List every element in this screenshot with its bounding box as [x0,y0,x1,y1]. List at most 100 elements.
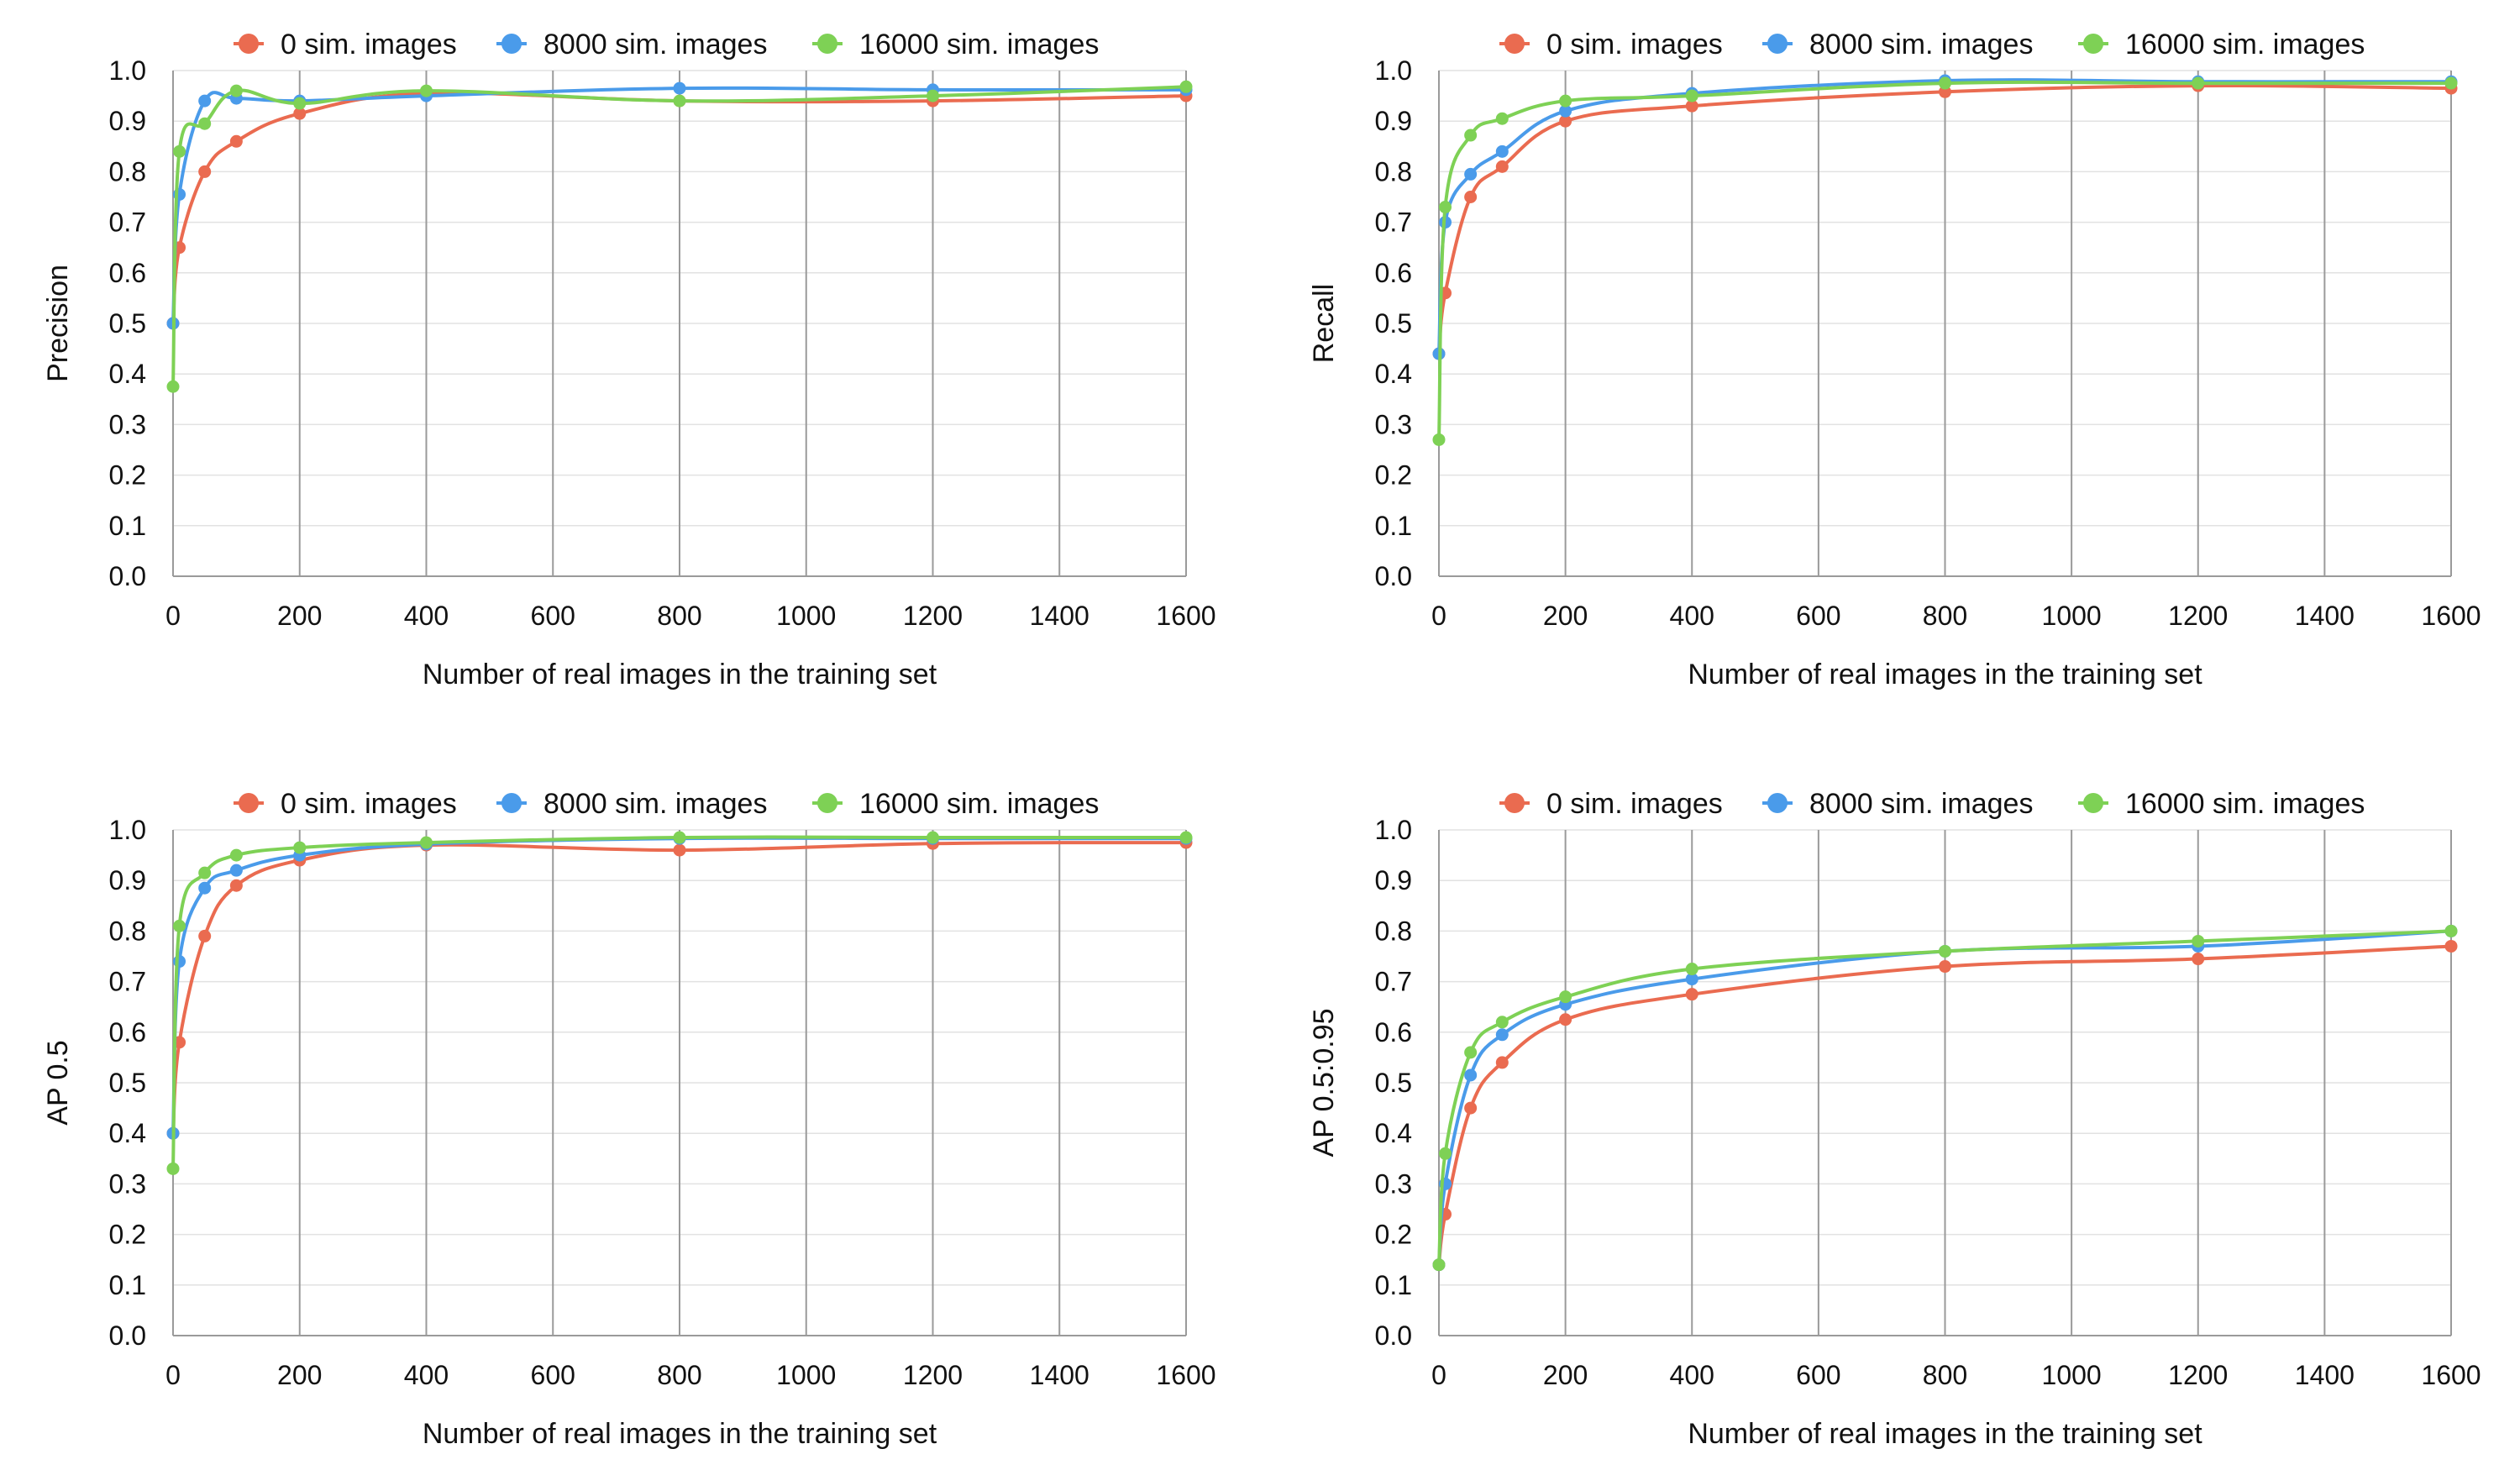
x-tick-label: 1200 [2168,1360,2228,1390]
data-point [173,919,186,932]
legend-label: 8000 sim. images [543,29,767,60]
data-point [229,848,243,862]
data-point [1559,94,1572,108]
legend-marker [501,34,522,54]
x-tick-label: 1600 [2421,1360,2481,1390]
y-tick-label: 0.0 [1375,561,1412,591]
legend-label: 0 sim. images [281,788,457,820]
x-tick-label: 800 [657,601,701,631]
data-point [1939,944,1951,958]
series-line [171,85,1188,389]
x-tick-label: 800 [1923,1360,1967,1390]
y-tick-label: 0.9 [1375,865,1412,895]
data-point [1495,112,1509,125]
x-tick-label: 1400 [1030,601,1089,631]
y-tick-label: 0.3 [1375,409,1412,439]
x-tick-label: 600 [1796,1360,1840,1390]
y-tick-label: 0.2 [1375,1220,1412,1250]
series-3 [166,831,1193,1175]
legend-item: 16000 sim. images [2078,29,2365,60]
data-point [1439,1147,1452,1160]
legend-item: 0 sim. images [1499,29,1723,60]
data-point [1685,988,1698,1001]
data-point [198,117,212,130]
x-tick-label: 800 [1923,601,1967,631]
legend-label: 16000 sim. images [2125,788,2365,820]
x-tick-label: 0 [1431,601,1446,631]
data-point [2192,953,2205,966]
y-axis-title: AP 0.5 [42,1040,74,1125]
y-tick-label: 0.8 [109,156,146,186]
data-point [229,864,243,877]
data-point [293,841,307,854]
y-tick-label: 0.1 [1375,1270,1412,1300]
data-point [1685,89,1698,102]
data-point [1495,1028,1509,1042]
legend-label: 16000 sim. images [859,29,1099,60]
y-tick-label: 0.7 [109,967,146,997]
y-tick-label: 0.5 [109,308,146,339]
chart-panel-4: 0.0 0.1 0.2 0.3 0.4 0.5 0.6 0.7 0.8 0.9 1.0 0 200 400… [1308,788,2481,1450]
legend-label: 0 sim. images [281,29,457,60]
data-point [2444,939,2458,953]
data-point [1464,129,1478,142]
x-tick-label: 1600 [1156,1360,1215,1390]
x-tick-label: 1400 [2295,1360,2355,1390]
data-point [1439,201,1452,214]
legend-label: 8000 sim. images [1809,788,2033,820]
y-tick-label: 0.7 [1375,967,1412,997]
y-axis-title: AP 0.5:0.95 [1308,1008,1340,1157]
y-tick-label: 0.6 [109,258,146,288]
data-point [1464,1068,1478,1082]
y-tick-label: 0.6 [1375,1017,1412,1047]
data-point [2192,76,2205,90]
y-axis-title: Precision [42,265,74,382]
x-axis-title: Number of real images in the training se… [1688,1418,2202,1450]
x-tick-label: 0 [165,1360,181,1390]
legend-marker [2083,34,2103,54]
data-point [673,843,686,857]
data-point [1464,1046,1478,1059]
legend-marker [239,34,259,54]
data-point [1685,963,1698,976]
data-point [1464,1101,1478,1115]
legend-label: 8000 sim. images [1809,29,2033,60]
legend-marker [1504,34,1525,54]
data-point [166,1162,180,1175]
data-point [173,955,186,969]
x-tick-label: 1200 [2168,601,2228,631]
data-point [420,836,433,849]
legend-marker [239,793,259,813]
x-tick-label: 600 [531,601,575,631]
y-tick-label: 0.0 [1375,1320,1412,1351]
data-point [1559,104,1572,118]
legend-item: 0 sim. images [234,788,457,820]
data-point [1495,1056,1509,1069]
data-point [1432,433,1446,446]
x-tick-label: 200 [277,601,322,631]
y-tick-label: 0.8 [109,916,146,946]
data-point [1685,99,1698,113]
data-point [927,831,939,844]
data-point [1559,990,1572,1004]
data-point [198,881,212,895]
x-tick-label: 400 [1670,601,1714,631]
y-tick-label: 0.3 [109,409,146,439]
legend-item: 0 sim. images [234,29,457,60]
data-point [2444,76,2458,90]
x-tick-label: 1400 [1030,1360,1089,1390]
legend-item: 8000 sim. images [1762,29,2033,60]
legend-label: 16000 sim. images [859,788,1099,820]
y-tick-label: 0.8 [1375,156,1412,186]
x-axis-title: Number of real images in the training se… [423,659,937,690]
data-point [198,929,212,942]
y-tick-label: 0.1 [109,1270,146,1300]
data-point [1939,960,1951,974]
data-point [229,84,243,97]
legend-item: 8000 sim. images [496,788,767,820]
x-tick-label: 1000 [2042,601,2102,631]
data-point [673,831,686,844]
y-tick-label: 0.5 [1375,308,1412,339]
x-tick-label: 400 [1670,1360,1714,1390]
x-tick-label: 1000 [776,601,836,631]
